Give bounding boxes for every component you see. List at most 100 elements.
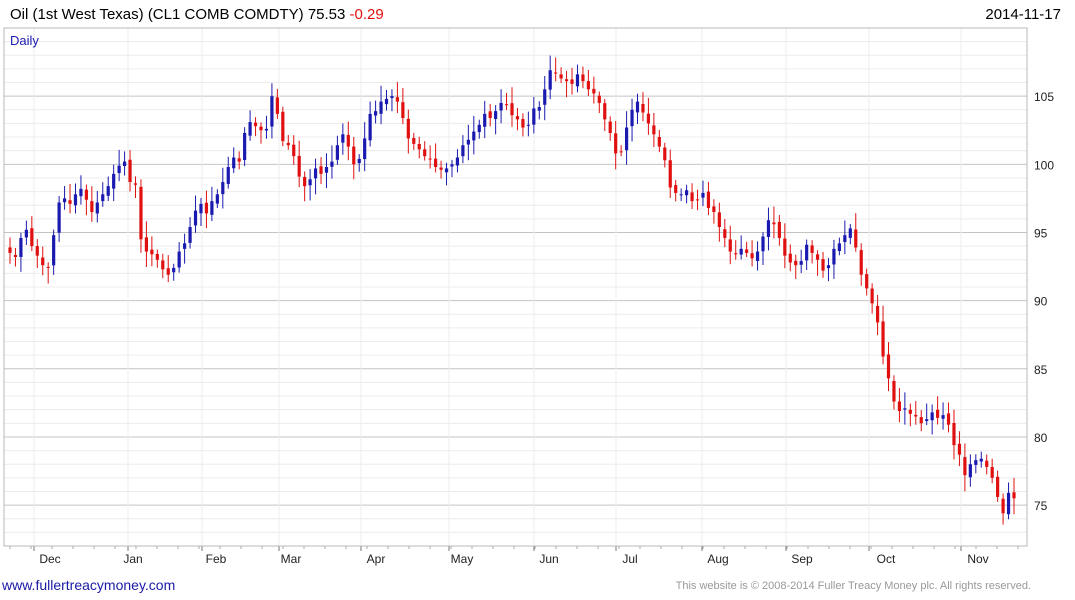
month-label: Dec: [39, 552, 60, 566]
candle-body: [466, 139, 470, 145]
candle-body: [624, 127, 629, 151]
candle-body: [57, 202, 61, 233]
candle-body: [777, 221, 781, 238]
candle-body: [941, 415, 945, 419]
month-label: Apr: [367, 552, 386, 566]
copyright-notice: This website is © 2008-2014 Fuller Treac…: [675, 580, 1031, 592]
candle-body: [581, 74, 585, 82]
candle-body: [925, 419, 929, 422]
candle-body: [739, 248, 743, 255]
candle-body: [635, 101, 640, 113]
candle-body: [483, 113, 487, 127]
candle-body: [303, 177, 307, 187]
candle-body: [936, 409, 940, 418]
candle-body: [144, 237, 149, 252]
candle-body: [95, 202, 99, 214]
candle-body: [881, 321, 885, 357]
candle-body: [734, 253, 738, 255]
candle-body: [712, 206, 716, 213]
candle-body: [570, 79, 574, 84]
candle-body: [614, 133, 618, 154]
candle-body: [494, 111, 498, 119]
chart-title: Oil (1st West Texas) (CL1 COMB COMDTY) 7…: [10, 6, 384, 23]
candle-body: [13, 255, 18, 258]
period-label: Daily: [10, 33, 39, 48]
candle-body: [215, 194, 219, 204]
candle-body: [832, 248, 836, 265]
candle-body: [592, 88, 596, 94]
candle-body: [30, 228, 34, 247]
candle-body: [788, 253, 792, 263]
candle-body: [155, 253, 159, 260]
candle-body: [62, 198, 67, 203]
candle-body: [919, 417, 923, 424]
candle-body: [821, 259, 825, 271]
candle-body: [286, 142, 290, 146]
candle-body: [357, 158, 361, 164]
candle-body: [8, 247, 12, 253]
candle-body: [930, 412, 934, 421]
candle-body: [461, 145, 465, 157]
candle-body: [84, 189, 88, 200]
candle-body: [193, 210, 198, 226]
price-chart: 75 80 85 90 95 100 105 Dec Jan Feb Mar Apr May Jun Jul…: [3, 27, 1054, 566]
candle-body: [172, 267, 176, 273]
candle-body: [79, 188, 83, 197]
month-label: Feb: [206, 552, 227, 566]
candle-body: [313, 168, 318, 179]
candle-body: [946, 413, 951, 425]
candle-body: [575, 74, 580, 87]
candle-body: [996, 476, 1000, 497]
candle-body: [630, 109, 634, 127]
candle-body: [963, 457, 967, 476]
candle-body: [384, 98, 389, 105]
candle-body: [161, 260, 165, 270]
candle-body: [810, 245, 814, 253]
candle-body: [112, 173, 116, 189]
candle-body: [368, 113, 372, 141]
candle-body: [897, 401, 902, 412]
candle-body: [133, 183, 138, 185]
candle-body: [379, 101, 383, 114]
candle-body: [46, 266, 50, 268]
candle-body: [745, 249, 749, 253]
candle-body: [701, 192, 705, 198]
candle-body: [908, 409, 912, 414]
candle-body: [794, 260, 798, 266]
candle-body: [226, 167, 230, 184]
candle-body: [510, 103, 514, 116]
candle-body: [766, 220, 771, 237]
y-tick-label: 75: [1034, 499, 1048, 513]
candle-body: [761, 236, 765, 252]
candle-body: [886, 354, 891, 379]
candle-body: [663, 147, 667, 161]
candle-body: [554, 72, 558, 74]
month-label: Sep: [791, 552, 813, 566]
candle-body: [24, 229, 28, 238]
candle-body: [253, 122, 258, 127]
candle-body: [968, 464, 972, 478]
candle-body: [979, 458, 983, 462]
candle-body: [1006, 492, 1011, 515]
candle-body: [750, 253, 754, 259]
candle-body: [717, 212, 721, 228]
month-label: Mar: [281, 552, 302, 566]
candle-body: [248, 122, 252, 136]
candle-body: [608, 121, 612, 133]
candle-body: [679, 194, 683, 196]
candle-body: [837, 243, 841, 252]
candle-body: [504, 104, 509, 106]
candle-body: [695, 199, 700, 201]
candle-body: [450, 164, 454, 167]
plot-frame: [3, 27, 1028, 547]
candle-body: [728, 239, 732, 252]
candle-body: [281, 111, 285, 142]
candle-body: [401, 102, 405, 118]
candle-body: [117, 165, 121, 174]
candle-body: [537, 107, 541, 111]
candle-body: [870, 288, 874, 304]
candle-body: [685, 190, 689, 196]
candle-body: [843, 235, 847, 243]
site-url-link[interactable]: www.fullertreacymoney.com: [2, 577, 176, 593]
candle-body: [122, 161, 127, 167]
